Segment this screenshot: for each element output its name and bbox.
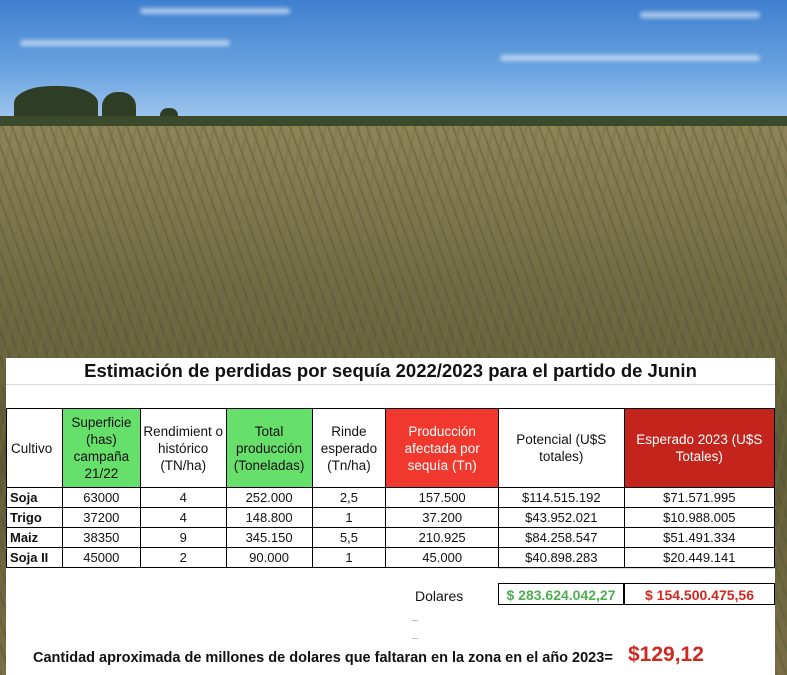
header-superficie: Superficie (has) campaña 21/22 [61,408,141,488]
table-cell: 2,5 [311,487,387,508]
table-row: Maiz 38350 9 345.150 5,5 210.925 $84.258… [6,527,776,548]
table-cell: 1 [311,547,387,568]
crop-name: Soja II [6,547,63,568]
table-cell: $10.988.005 [623,507,776,528]
cloud [500,55,760,61]
header-rendimiento: Rendimient o histórico (TN/ha) [139,408,227,488]
table-cell: $40.898.283 [497,547,625,568]
crop-name: Soja [6,487,63,508]
total-potencial: $ 283.624.042,27 [498,583,624,605]
divider [412,620,418,621]
cloud [140,8,290,14]
header-produccion-afectada: Producción afectada por sequía (Tn) [385,408,499,488]
table-cell: 4 [139,507,227,528]
totals-label: Dolares [415,588,464,604]
footer-value: $129,12 [628,643,704,666]
table-cell: 345.150 [225,527,313,548]
divider [498,568,775,569]
table-cell: 4 [139,487,227,508]
table-cell: 9 [139,527,227,548]
table-cell: 1 [311,507,387,528]
loss-table: Cultivo Superficie (has) campaña 21/22 R… [6,408,776,568]
table-cell: $71.571.995 [623,487,776,508]
header-rinde-esperado: Rinde esperado (Tn/ha) [311,408,387,488]
table-cell: 157.500 [385,487,499,508]
table-cell: 90.000 [225,547,313,568]
crop-name: Trigo [6,507,63,528]
loss-estimate-panel: Estimación de perdidas por sequía 2022/2… [6,358,776,675]
table-cell: 45000 [61,547,141,568]
table-cell: 2 [139,547,227,568]
crop-name: Maiz [6,527,63,548]
footer-text: Cantidad aproximada de millones de dolar… [33,650,613,666]
table-cell: 45.000 [385,547,499,568]
header-potencial: Potencial (U$S totales) [497,408,625,488]
header-total-produccion: Total producción (Toneladas) [225,408,313,488]
table-cell: $43.952.021 [497,507,625,528]
table-row: Soja II 45000 2 90.000 1 45.000 $40.898.… [6,547,776,568]
table-cell: 38350 [61,527,141,548]
divider [412,638,418,639]
header-esperado: Esperado 2023 (U$S Totales) [623,408,776,488]
table-cell: 252.000 [225,487,313,508]
page-title: Estimación de perdidas por sequía 2022/2… [84,360,697,381]
divider [6,384,775,385]
header-cultivo: Cultivo [6,408,63,488]
table-cell: 37.200 [385,507,499,528]
table-cell: 5,5 [311,527,387,548]
table-cell: $20.449.141 [623,547,776,568]
cloud [20,40,230,46]
header-row: Cultivo Superficie (has) campaña 21/22 R… [6,408,776,488]
table-cell: 148.800 [225,507,313,528]
table-cell: 210.925 [385,527,499,548]
table-cell: $114.515.192 [497,487,625,508]
table-row: Soja 63000 4 252.000 2,5 157.500 $114.51… [6,487,776,508]
table-cell: $84.258.547 [497,527,625,548]
table-row: Trigo 37200 4 148.800 1 37.200 $43.952.0… [6,507,776,528]
table-cell: $51.491.334 [623,527,776,548]
table-cell: 63000 [61,487,141,508]
total-esperado: $ 154.500.475,56 [624,583,775,605]
cloud [640,12,760,18]
table-cell: 37200 [61,507,141,528]
